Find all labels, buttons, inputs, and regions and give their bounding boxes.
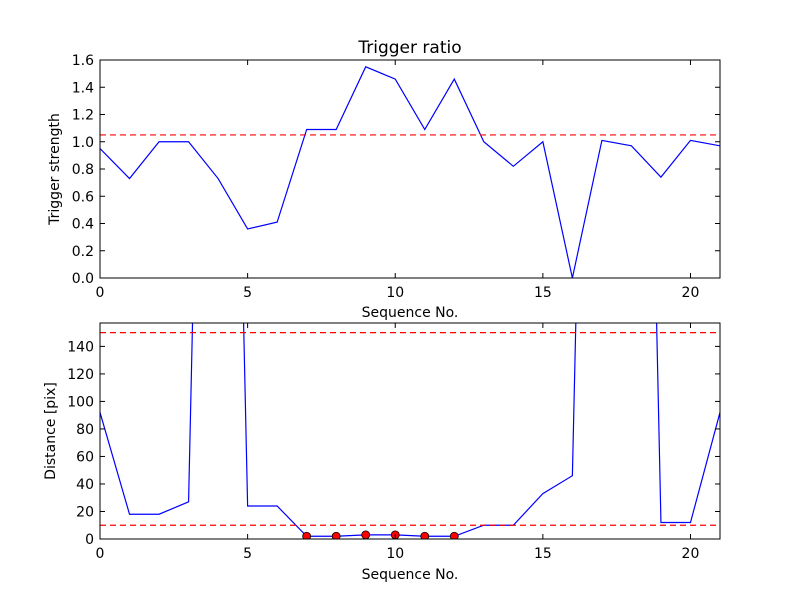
plot-area xyxy=(100,66,720,278)
y-tick-label: 0.6 xyxy=(72,189,94,205)
x-tick-label: 0 xyxy=(96,285,105,301)
y-tick-label: 1.6 xyxy=(72,53,94,69)
x-tick-label: 20 xyxy=(682,285,700,301)
data-point-marker xyxy=(302,531,312,539)
y-tick-label: 1.2 xyxy=(72,108,94,124)
y-tick-label: 120 xyxy=(67,367,94,383)
series-line xyxy=(100,66,720,278)
y-tick-label: 1.0 xyxy=(72,135,94,151)
data-point-marker xyxy=(420,531,430,539)
y-axis-label: Distance [pix] xyxy=(43,382,59,480)
x-tick-label: 15 xyxy=(534,546,552,562)
y-tick-label: 0.0 xyxy=(72,271,94,287)
plot-area xyxy=(100,323,720,539)
series-line xyxy=(100,323,720,537)
axes-frame xyxy=(99,59,721,279)
x-tick-label: 10 xyxy=(386,285,404,301)
y-tick-label: 20 xyxy=(76,504,94,520)
axes-frame xyxy=(99,322,721,540)
x-tick-label: 5 xyxy=(243,285,252,301)
y-tick-label: 100 xyxy=(67,394,94,410)
plot-trigger-ratio: Trigger ratio 0 5 10 15 20 0.0 0.2 0.4 0.6 0.8 1.0… xyxy=(47,38,721,321)
y-tick-label: 40 xyxy=(76,477,94,493)
x-tick-label: 20 xyxy=(682,546,700,562)
x-tick-label: 0 xyxy=(96,546,105,562)
data-point-marker xyxy=(331,531,341,539)
y-tick-label: 0.2 xyxy=(72,244,94,260)
y-tick-label: 140 xyxy=(67,339,94,355)
x-tick-label: 5 xyxy=(243,546,252,562)
y-tick-label: 60 xyxy=(76,449,94,465)
plot-title: Trigger ratio xyxy=(357,38,461,58)
y-axis-label: Trigger strength xyxy=(47,113,63,226)
y-tick-label: 80 xyxy=(76,422,94,438)
y-tick-label: 0.4 xyxy=(72,217,94,233)
data-point-marker xyxy=(449,531,459,539)
data-point-marker xyxy=(361,530,371,539)
y-tick-label: 1.4 xyxy=(72,80,94,96)
x-axis-label: Sequence No. xyxy=(362,305,459,321)
x-tick-label: 10 xyxy=(386,546,404,562)
y-tick-label: 0.8 xyxy=(72,162,94,178)
x-axis-label: Sequence No. xyxy=(362,567,459,583)
x-tick-label: 15 xyxy=(534,285,552,301)
y-tick-label: 0 xyxy=(85,532,94,548)
